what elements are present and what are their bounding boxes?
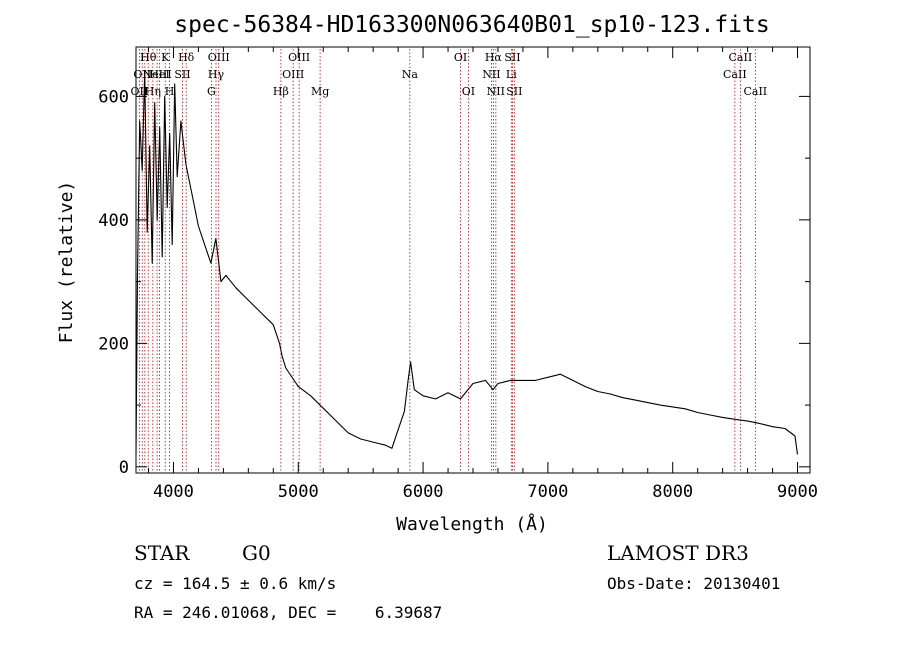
line-label: Hγ [208, 68, 225, 81]
line-label: Hη [145, 85, 161, 98]
line-label: Li [506, 68, 517, 81]
line-label: Hδ [178, 51, 195, 64]
line-label: CaII [723, 68, 747, 81]
ra-dec-coordinates: RA = 246.01068, DEC = 6.39687 [134, 603, 442, 622]
line-label: OIII [208, 51, 230, 64]
chart-title: spec-56384-HD163300N063640B01_sp10-123.f… [174, 12, 769, 38]
plot-frame [135, 46, 811, 474]
line-label: CaII [729, 51, 753, 64]
object-class: STAR [134, 541, 190, 565]
x-axis-label: Wavelength (Å) [396, 513, 548, 535]
line-label: OIII [288, 51, 310, 64]
line-label: G [207, 85, 216, 98]
y-tick-label: 600 [98, 87, 129, 107]
line-label: SII [504, 51, 520, 64]
observation-date: Obs-Date: 20130401 [607, 574, 780, 593]
x-tick-label: 4000 [153, 482, 194, 502]
line-label: Hθ [140, 51, 157, 64]
line-label: CaII [743, 85, 767, 98]
line-label: K [161, 51, 170, 64]
line-label: Mg [311, 85, 329, 98]
x-tick-label: 9000 [777, 482, 818, 502]
line-label: NII [482, 68, 500, 81]
redshift-cz: cz = 164.5 ± 0.6 km/s [134, 574, 336, 593]
line-label: Hβ [273, 85, 289, 98]
y-tick-label: 400 [98, 211, 129, 231]
spectrum-line [135, 71, 799, 455]
line-label: NeIII [143, 68, 172, 81]
line-label: HeI [149, 68, 169, 81]
x-tick-label: 8000 [652, 482, 693, 502]
line-label: SII [506, 85, 522, 98]
line-label: Na [402, 68, 419, 81]
y-tick-label: 0 [119, 458, 129, 478]
y-axis-label: Flux (relative) [56, 181, 77, 344]
object-subclass: G0 [242, 541, 271, 565]
line-label: OIII [282, 68, 304, 81]
survey-name: LAMOST DR3 [607, 541, 749, 565]
x-tick-label: 5000 [278, 482, 319, 502]
x-tick-label: 7000 [527, 482, 568, 502]
line-label: OII [131, 85, 149, 98]
line-label: H [140, 51, 150, 64]
line-label: OII [133, 68, 151, 81]
line-label: NII [487, 85, 505, 98]
y-tick-label: 200 [98, 334, 129, 354]
line-label: H [165, 85, 175, 98]
line-label: Hα [485, 51, 503, 64]
x-tick-label: 6000 [403, 482, 444, 502]
line-label: OI [454, 51, 467, 64]
line-label: SII [174, 68, 190, 81]
line-label: OI [462, 85, 475, 98]
